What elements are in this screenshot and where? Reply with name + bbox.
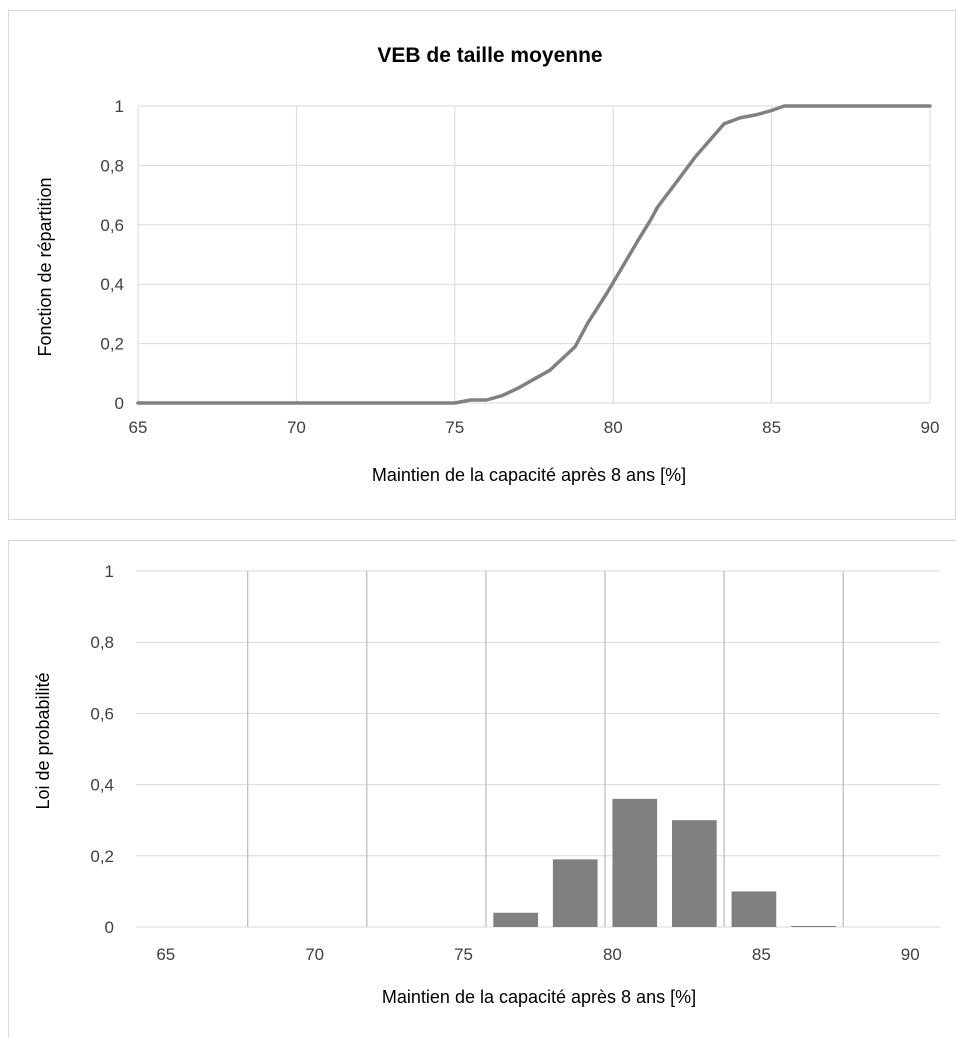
cdf-series-line [136,104,932,405]
pdf-x-tick-label: 65 [156,945,175,964]
pdf-x-tick-label: 90 [901,945,920,964]
pdf-bar [791,925,836,927]
pdf-y-axis-label: Loi de probabilité [33,672,53,809]
cdf-x-tick-label: 70 [287,418,306,437]
cdf-y-ticks: 0 0,2 0,4 0,6 0,8 1 [100,97,124,413]
cdf-y-tick-label: 0 [115,394,124,413]
pdf-y-tick-label: 0,2 [90,847,114,866]
pdf-chart: 0 0,2 0,4 0,6 0,8 1 65 70 75 80 85 90 Maintien de … [33,562,940,1007]
pdf-x-tick-label: 75 [454,945,473,964]
cdf-x-tick-label: 80 [604,418,623,437]
cdf-y-tick-label: 1 [115,97,124,116]
pdf-x-tick-label: 70 [305,945,324,964]
cdf-x-tick-label: 65 [129,418,148,437]
cdf-x-tick-label: 85 [762,418,781,437]
chart-title: VEB de taille moyenne [377,44,602,67]
cdf-y-tick-label: 0,6 [100,216,124,235]
pdf-bar [612,798,658,927]
cdf-y-axis-label: Fonction de répartition [35,177,55,356]
pdf-bar [731,891,777,927]
cdf-y-tick-label: 0,2 [100,335,124,354]
pdf-x-tick-label: 80 [603,945,622,964]
cdf-x-axis-label: Maintien de la capacité après 8 ans [%] [372,465,686,485]
pdf-grid [136,570,940,928]
cdf-series [136,104,932,405]
cdf-x-tick-label: 75 [445,418,464,437]
cdf-grid [137,105,931,404]
pdf-y-tick-label: 0 [105,918,114,937]
pdf-bars [493,798,836,927]
pdf-y-tick-label: 1 [105,562,114,581]
pdf-y-tick-label: 0,4 [90,776,114,795]
pdf-y-ticks: 0 0,2 0,4 0,6 0,8 1 [90,562,114,937]
pdf-x-tick-label: 85 [752,945,771,964]
cdf-y-tick-label: 0,4 [100,275,124,294]
pdf-x-ticks: 65 70 75 80 85 90 [156,945,919,964]
cdf-x-tick-label: 90 [921,418,940,437]
pdf-x-axis-label: Maintien de la capacité après 8 ans [%] [382,987,696,1007]
pdf-bar [493,912,538,927]
pdf-bar [552,859,598,927]
pdf-y-tick-label: 0,8 [90,633,114,652]
pdf-y-tick-label: 0,6 [90,704,114,723]
cdf-x-ticks: 65 70 75 80 85 90 [129,418,940,437]
cdf-chart: VEB de taille moyenne 0 0,2 0,4 0,6 0,8 1 65 7… [35,44,940,485]
cdf-chart-panel: VEB de taille moyenne 0 0,2 0,4 0,6 0,8 1 65 7… [8,10,956,520]
pdf-chart-panel: 0 0,2 0,4 0,6 0,8 1 65 70 75 80 85 90 Maintien de … [8,540,956,1037]
pdf-bar [672,820,717,927]
cdf-y-tick-label: 0,8 [100,156,124,175]
